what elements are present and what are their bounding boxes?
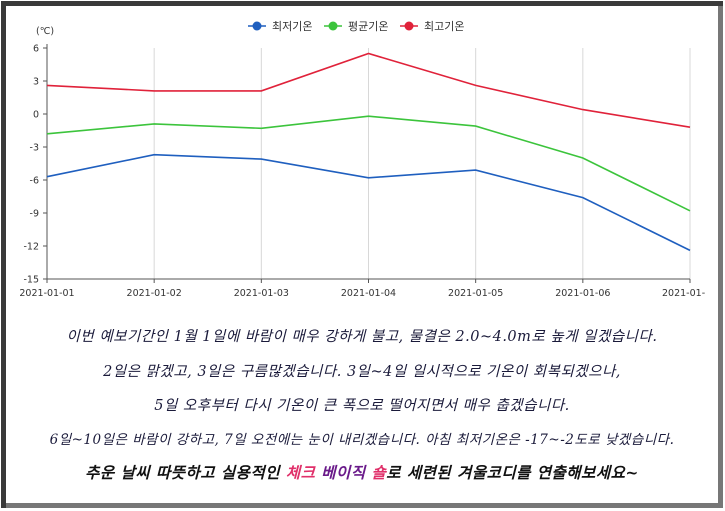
caption-line-5-part-2: 체크	[285, 463, 322, 482]
y-tick-label: 3	[33, 77, 39, 88]
x-tick-label: 2021-01-	[662, 288, 705, 299]
y-axis-unit-label: (℃)	[36, 26, 54, 37]
x-tick-label: 2021-01-01	[19, 288, 74, 299]
legend-marker	[328, 21, 338, 31]
legend-label: 최고기온	[424, 20, 464, 33]
y-tick-label: 6	[33, 44, 39, 55]
y-tick-label: -9	[30, 209, 39, 220]
legend-marker	[404, 21, 414, 31]
line-chart: (℃) 6 3 0 -3 -6 -9 -12 -15 2021-01-01 2021-01-02 20…	[19, 20, 705, 299]
y-tick-label: -15	[23, 275, 39, 286]
x-tick-label: 2021-01-03	[234, 288, 289, 299]
caption-line-4: 6일~10일은 바람이 강하고, 7일 오전에는 눈이 내리겠습니다. 아침 최…	[49, 432, 675, 448]
caption-line-5-part-1: 추운 날씨 따뜻하고 실용적인	[85, 463, 286, 482]
legend-marker	[252, 21, 262, 31]
series-line	[46, 52, 691, 128]
legend-label: 평균기온	[348, 20, 388, 33]
y-tick-label: 0	[33, 110, 39, 121]
x-tick-label: 2021-01-05	[448, 288, 503, 299]
frame-shadow-bottom	[6, 503, 723, 508]
caption-line-3: 5일 오후부터 다시 기온이 큰 폭으로 떨어지면서 매우 춥겠습니다.	[154, 398, 570, 414]
caption-line-5: 추운 날씨 따뜻하고 실용적인 체크 베이직 숄로 세련된 겨울코디를 연출해보…	[6, 461, 718, 483]
caption-line-5-part-4: 숄	[371, 463, 387, 482]
series-line	[46, 115, 691, 212]
y-tick-label: -3	[30, 143, 39, 154]
caption-line-1: 이번 예보기간인 1월 1일에 바람이 매우 강하게 불고, 물결은 2.0~4…	[66, 329, 658, 345]
caption-line-2: 2일은 맑겠고, 3일은 구름많겠습니다. 3일~4일 일시적으로 기온이 회복…	[103, 364, 621, 380]
frame-shadow-right	[718, 6, 723, 503]
legend-label: 최저기온	[272, 20, 312, 33]
caption-line-5-part-5: 로 세련된 겨울코디를 연출해보세요~	[386, 463, 639, 482]
series-line	[46, 153, 691, 252]
x-tick-label: 2021-01-02	[127, 288, 182, 299]
x-tick-label: 2021-01-06	[555, 288, 610, 299]
y-tick-label: -12	[23, 242, 39, 253]
y-tick-label: -6	[30, 176, 39, 187]
caption-line-5-part-3: 베이직	[321, 463, 372, 482]
x-tick-label: 2021-01-04	[341, 288, 396, 299]
